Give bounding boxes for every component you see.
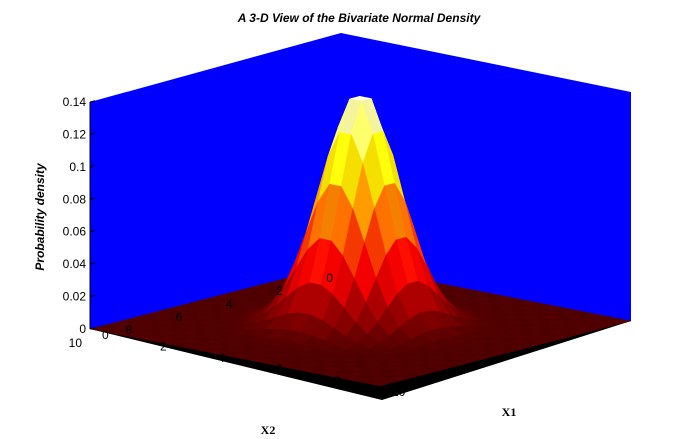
x1-axis: 0 2 4 6 8 10 [102,328,406,399]
z-tick-label: 0.02 [63,290,87,304]
z-tick-mark [89,197,96,200]
z-axis: 0 0.02 0.04 0.06 0.08 0.1 0.12 0.14 [63,95,96,336]
chart-title: A 3-D View of the Bivariate Normal Densi… [237,11,482,25]
z-tick-mark [89,165,96,168]
back-wall-left [90,33,341,329]
x1-tick-label: 2 [160,339,167,353]
x2-axis-label: X2 [261,423,276,437]
density-surface [89,95,632,387]
surface-patch [368,380,391,387]
z-tick-mark [89,294,96,298]
z-axis-label: Probability density [33,162,47,271]
x1-tick-label: 6 [276,362,283,376]
z-tick-mark [89,132,96,135]
x2-tick-label: 6 [176,310,183,324]
x2-tick-label: 8 [126,323,133,337]
z-tick-mark [89,327,96,330]
z-tick-label: 0.06 [63,225,87,239]
z-tick-label: 0.08 [63,192,87,206]
z-tick-label: 0.04 [63,257,87,271]
x1-axis-label: X1 [502,405,517,419]
z-tick-label: 0.1 [69,160,86,174]
x2-tick-label: 0 [326,271,333,285]
x1-tick-label: 0 [102,328,109,342]
z-tick-label: 0.14 [63,95,87,109]
z-tick-mark [89,229,96,233]
x1-tick-label: 10 [392,385,406,399]
x2-tick-label: 10 [69,336,83,350]
z-tick-label: 0.12 [63,127,87,141]
x1-tick-label: 4 [218,351,225,365]
x1-tick-label: 8 [334,374,341,388]
x2-axis: 0 2 4 6 8 10 [69,271,334,350]
z-tick-mark [89,262,96,265]
x2-tick-label: 4 [226,297,233,311]
z-tick-label: 0 [79,322,86,336]
z-tick-mark [89,100,96,103]
x2-tick-label: 2 [276,284,283,298]
